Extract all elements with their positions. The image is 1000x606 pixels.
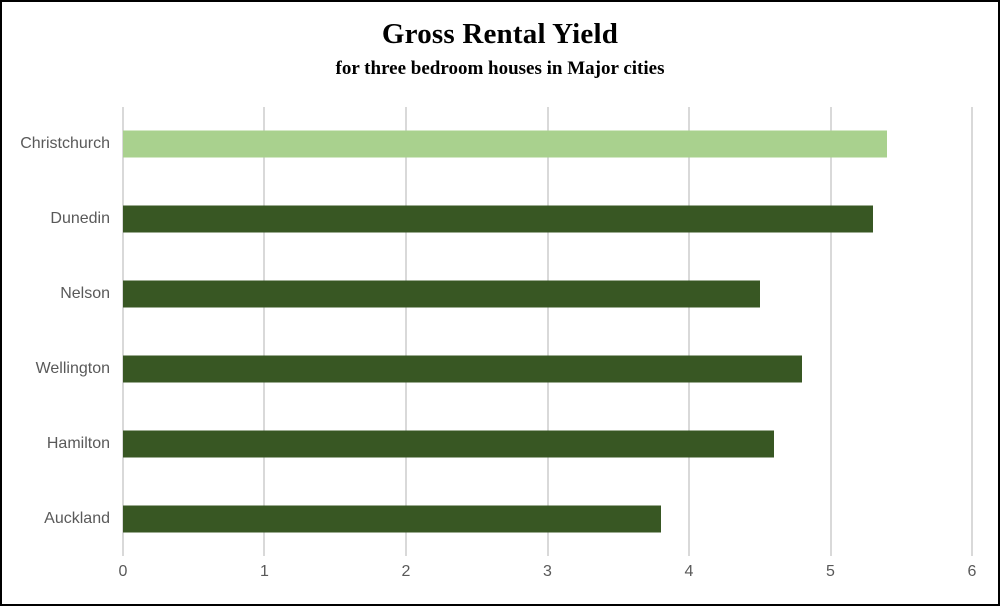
gridline-2 — [404, 107, 407, 556]
bar-row-christchurch — [123, 107, 972, 182]
bar-christchurch — [123, 130, 888, 158]
chart-subtitle: for three bedroom houses in Major cities — [335, 58, 665, 79]
x-axis: 0 1 2 3 4 5 6 — [119, 563, 977, 587]
gridline-4 — [687, 107, 690, 556]
x-tick-label-0: 0 — [118, 563, 128, 580]
category-label-auckland: Auckland — [44, 509, 110, 527]
x-tick-label-6: 6 — [967, 563, 977, 580]
x-tick-label-4: 4 — [684, 563, 694, 580]
bar-auckland — [123, 505, 661, 533]
plot-area — [122, 107, 973, 556]
bar-row-wellington — [123, 332, 972, 407]
gridline-1 — [263, 107, 266, 556]
bar-wellington — [123, 355, 803, 383]
category-label-nelson: Nelson — [60, 285, 110, 303]
bar-row-auckland — [123, 481, 972, 556]
category-label-wellington: Wellington — [35, 359, 110, 377]
category-label-hamilton: Hamilton — [46, 434, 110, 452]
bar-row-nelson — [123, 257, 972, 332]
x-tick-label-3: 3 — [543, 563, 552, 580]
gridline-6 — [971, 107, 973, 556]
gridline-0 — [122, 107, 124, 556]
x-tick-label-2: 2 — [401, 563, 411, 580]
category-labels: Christchurch Dunedin Nelson Wellington Hamil… — [2, 107, 112, 556]
gridline-3 — [546, 107, 549, 556]
x-tick-label-1: 1 — [260, 563, 269, 580]
bar-hamilton — [123, 430, 774, 458]
gridline-5 — [829, 107, 832, 556]
bar-nelson — [123, 280, 760, 308]
category-label-dunedin: Dunedin — [50, 210, 110, 228]
category-label-christchurch: Christchurch — [20, 135, 110, 153]
bar-dunedin — [123, 205, 873, 233]
bar-row-hamilton — [123, 406, 972, 481]
x-tick-label-5: 5 — [826, 563, 835, 580]
chart-title: Gross Rental Yield — [381, 18, 619, 50]
bar-row-dunedin — [123, 182, 972, 257]
